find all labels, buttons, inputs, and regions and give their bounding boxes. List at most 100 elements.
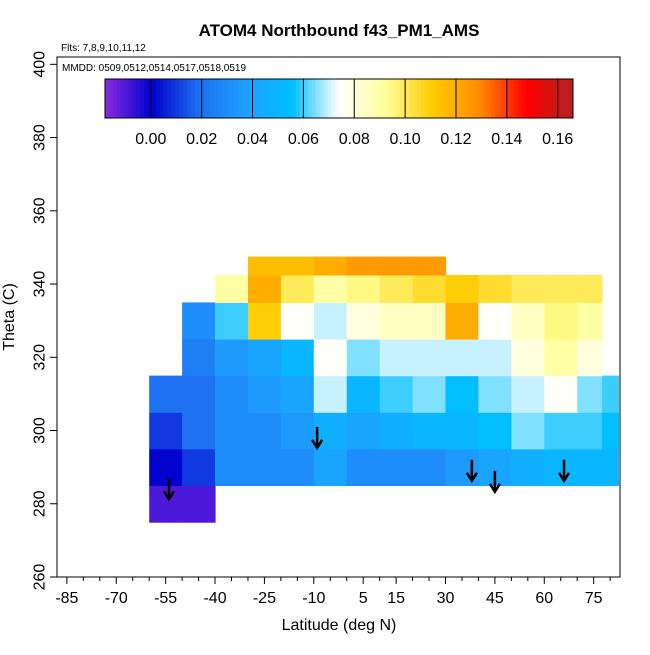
colorbar-swatch bbox=[440, 79, 445, 118]
y-tick-label: 360 bbox=[32, 197, 49, 224]
heat-cell bbox=[149, 412, 183, 450]
heat-cell bbox=[248, 375, 282, 413]
heat-cell bbox=[379, 339, 414, 377]
colorbar-frame bbox=[104, 78, 574, 119]
heat-cell bbox=[445, 412, 479, 450]
colorbar-swatch bbox=[467, 79, 473, 118]
colorbar-swatch bbox=[565, 79, 570, 118]
heat-cell bbox=[248, 302, 282, 340]
heat-cell bbox=[478, 274, 512, 303]
colorbar-swatch bbox=[444, 79, 449, 118]
x-tick-label: -85 bbox=[55, 590, 78, 607]
colorbar-swatch bbox=[397, 79, 402, 118]
colorbar-swatch bbox=[171, 79, 176, 118]
colorbar-swatch bbox=[479, 79, 484, 118]
y-tick-label: 280 bbox=[32, 490, 49, 517]
colorbar-swatch bbox=[393, 79, 398, 118]
x-tick-label: 15 bbox=[387, 590, 405, 607]
heat-cell bbox=[445, 274, 479, 303]
heat-cell bbox=[511, 375, 545, 413]
heatmap-cells bbox=[149, 256, 619, 523]
colorbar-swatch bbox=[424, 79, 430, 118]
heat-cell bbox=[248, 339, 282, 377]
heat-cell bbox=[478, 302, 512, 340]
colorbar-swatch bbox=[264, 79, 270, 118]
arrow-head bbox=[557, 472, 571, 484]
colorbar-swatch bbox=[331, 79, 336, 118]
heat-cell bbox=[182, 339, 216, 377]
colorbar-swatch bbox=[409, 79, 414, 118]
y-tick-label: 400 bbox=[32, 51, 49, 78]
y-axis-label: Theta (C) bbox=[1, 283, 18, 351]
heat-cell bbox=[248, 274, 282, 303]
colorbar-swatch bbox=[401, 79, 406, 118]
heat-cell bbox=[346, 448, 381, 486]
colorbar-swatch bbox=[456, 79, 461, 118]
colorbar-swatch bbox=[323, 79, 328, 118]
heat-cell bbox=[313, 302, 348, 340]
colorbar-swatch bbox=[120, 79, 125, 118]
colorbar-swatch bbox=[335, 79, 340, 118]
heat-cell bbox=[182, 302, 216, 340]
heat-cell bbox=[280, 339, 315, 377]
colorbar-swatch bbox=[186, 79, 192, 118]
heat-cell bbox=[511, 274, 545, 303]
x-tick-label: -25 bbox=[253, 590, 276, 607]
tropopause-arrow bbox=[557, 459, 571, 484]
heat-cell bbox=[149, 375, 183, 413]
heat-cell bbox=[412, 256, 447, 276]
colorbar-tick-label: 0.00 bbox=[135, 131, 166, 148]
colorbar-swatch bbox=[210, 79, 215, 118]
heat-cell bbox=[379, 412, 414, 450]
arrow-head bbox=[488, 483, 501, 495]
colorbar-swatch bbox=[237, 79, 242, 118]
colorbar-tick-label: 0.04 bbox=[237, 131, 268, 148]
heat-cell bbox=[248, 412, 282, 450]
x-tick-label: 5 bbox=[359, 590, 368, 607]
colorbar-swatch bbox=[518, 79, 523, 118]
heat-cell bbox=[149, 448, 183, 486]
colorbar-swatch bbox=[179, 79, 184, 118]
heat-cell bbox=[412, 302, 447, 340]
colorbar-swatch bbox=[124, 79, 129, 118]
colorbar-swatch bbox=[475, 79, 480, 118]
colorbar-swatch bbox=[381, 79, 387, 118]
heat-cell bbox=[215, 448, 249, 486]
arrow-head bbox=[162, 490, 176, 502]
colorbar-swatch bbox=[233, 79, 239, 118]
colorbar-swatch bbox=[385, 79, 391, 118]
heat-cell bbox=[511, 302, 545, 340]
heat-cell bbox=[280, 375, 315, 413]
heat-cell bbox=[313, 375, 348, 413]
colorbar-swatch bbox=[339, 79, 344, 118]
heat-cell bbox=[511, 339, 545, 377]
colorbar-swatch bbox=[319, 79, 324, 118]
heat-cell bbox=[577, 302, 603, 340]
colorbar-swatch bbox=[296, 79, 301, 118]
heat-cell bbox=[412, 448, 447, 486]
colorbar-swatch bbox=[288, 79, 293, 118]
y-tick-label: 340 bbox=[32, 271, 49, 298]
colorbar-swatch bbox=[307, 79, 313, 118]
heat-cell bbox=[412, 274, 447, 303]
colorbar-swatch bbox=[140, 79, 145, 118]
heat-cell bbox=[346, 302, 381, 340]
heat-cell bbox=[215, 375, 249, 413]
arrow-head bbox=[311, 439, 324, 451]
colorbar-swatch bbox=[136, 79, 141, 118]
heat-cell bbox=[445, 302, 479, 340]
colorbar-swatch bbox=[569, 79, 574, 118]
colorbar-swatch bbox=[198, 79, 203, 118]
colorbar-swatch bbox=[175, 79, 180, 118]
colorbar-swatch bbox=[222, 79, 227, 118]
colorbar-swatch bbox=[159, 79, 164, 118]
colorbar-swatch bbox=[284, 79, 289, 118]
colorbar-tick-label: 0.06 bbox=[288, 131, 319, 148]
colorbar-swatch bbox=[436, 79, 441, 118]
heat-cell bbox=[379, 256, 414, 276]
heat-cell bbox=[511, 448, 545, 486]
colorbar-swatch bbox=[108, 79, 114, 118]
heat-cell bbox=[544, 375, 578, 413]
colorbar-tick-label: 0.02 bbox=[186, 131, 217, 148]
heat-cell bbox=[346, 412, 381, 450]
